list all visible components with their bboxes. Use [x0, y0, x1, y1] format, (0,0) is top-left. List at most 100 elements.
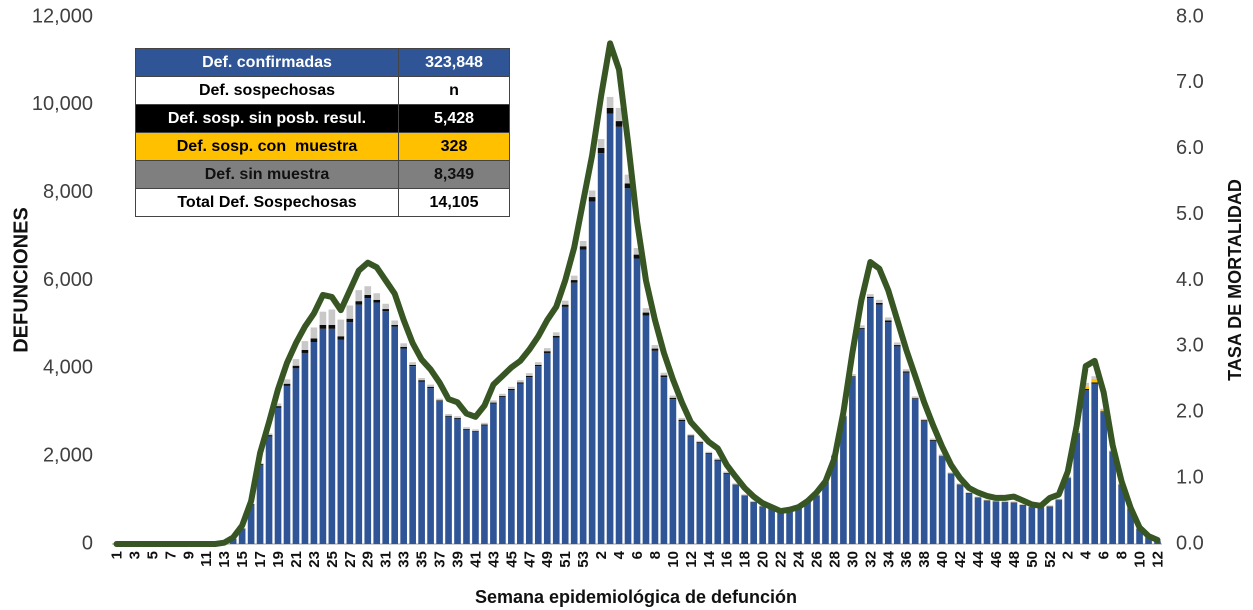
bar-segment [418, 377, 425, 381]
x-tick-label: 17 [252, 551, 269, 568]
bar-segment [1046, 506, 1054, 544]
bar-segment [633, 254, 641, 259]
x-tick-label: 47 [521, 551, 538, 568]
x-tick-label: 43 [485, 551, 502, 568]
bar-segment [660, 372, 668, 376]
bar-segment [418, 381, 425, 544]
x-tick-label: 16 [719, 551, 736, 568]
bar-segment [292, 368, 300, 544]
x-tick-label: 12 [683, 551, 700, 568]
bar-segment [382, 309, 390, 312]
bar-segment [1091, 378, 1099, 383]
x-tick-label: 25 [324, 551, 341, 568]
bar-segment [696, 440, 704, 443]
bar-segment [1145, 537, 1152, 544]
bar-segment [570, 282, 578, 544]
x-tick-label: 41 [467, 551, 484, 568]
bar-segment [418, 380, 425, 382]
bar-segment [867, 298, 874, 544]
x-tick-label: 18 [737, 551, 754, 568]
bar-segment [849, 374, 856, 377]
bar-segment [427, 388, 434, 544]
row-value: 323,848 [398, 48, 510, 77]
row-label: Def. sosp. sin posb. resul. [135, 104, 399, 133]
bar-segment [651, 350, 659, 544]
bar-segment [1046, 505, 1054, 507]
table-row: Def. sospechosas n [135, 76, 510, 105]
bar-segment [517, 380, 524, 383]
bar-segment [1010, 501, 1018, 503]
bar-segment [292, 359, 300, 366]
bar-segment [974, 496, 982, 498]
bar-segment [983, 499, 991, 501]
row-value: 5,428 [398, 104, 510, 133]
bar-segment [310, 327, 318, 339]
bar-segment [490, 403, 497, 544]
bar-segment [606, 96, 614, 108]
bar-segment [768, 508, 775, 544]
bar-segment [436, 400, 443, 402]
row-label: Def. confirmadas [135, 48, 399, 77]
bar-segment [543, 351, 551, 353]
bar-segment [265, 436, 273, 544]
bar-segment [911, 398, 919, 400]
bar-segment [633, 248, 641, 255]
bar-segment [561, 304, 569, 307]
bar-segment [1100, 410, 1107, 412]
bar-segment [929, 439, 937, 441]
bar-segment [875, 302, 883, 305]
x-axis-title: Semana epidemiológica de defunción [475, 587, 797, 607]
bar-segment [822, 482, 829, 544]
y2-tick-label: 5.0 [1176, 203, 1204, 225]
x-tick-label: 42 [952, 551, 969, 568]
x-tick-label: 23 [306, 551, 323, 568]
bar-segment [678, 421, 686, 544]
x-tick-label: 48 [1006, 551, 1023, 568]
bar-segment [651, 348, 659, 351]
bar-segment [849, 376, 856, 378]
bar-segment [552, 335, 560, 338]
bar-segment [651, 345, 659, 349]
x-tick-label: 8 [647, 551, 664, 559]
y2-tick-label: 1.0 [1176, 466, 1204, 488]
bar-segment [867, 296, 874, 299]
x-tick-label: 28 [826, 551, 843, 568]
bar-segment [525, 377, 533, 544]
bar-segment [328, 324, 336, 329]
bar-segment [831, 456, 838, 544]
summary-table-body: Def. confirmadas 323,848 Def. sospechosas n… [135, 48, 510, 217]
bar-segment [543, 352, 551, 544]
bar-segment [759, 506, 766, 544]
bar-segment [750, 502, 757, 544]
x-tick-label: 44 [970, 550, 987, 567]
bar-segment [884, 322, 892, 544]
bar-segment [445, 414, 452, 416]
bar-segment [400, 346, 407, 349]
bar-segment [337, 319, 345, 337]
bar-segment [858, 328, 865, 544]
x-tick-label: 2 [593, 551, 610, 559]
y-tick-label: 10,000 [32, 93, 93, 115]
bar-segment [472, 432, 479, 544]
bar-segment [588, 197, 596, 202]
x-tick-label: 6 [1096, 551, 1113, 559]
x-tick-label: 33 [396, 551, 413, 568]
bar-segment [696, 442, 704, 544]
bar-segment [391, 326, 399, 544]
bar-segment [849, 377, 856, 544]
bar-segment [1127, 508, 1134, 544]
y2-tick-label: 3.0 [1176, 335, 1204, 357]
bar-segment [355, 301, 363, 305]
bar-segment [929, 438, 937, 440]
bar-segment [606, 107, 614, 114]
bar-segment [884, 317, 892, 321]
x-tick-label: 32 [862, 551, 879, 568]
bar-segment [956, 484, 964, 544]
x-tick-label: 50 [1024, 551, 1041, 568]
x-tick-label: 51 [557, 551, 574, 568]
bar-segment [328, 328, 336, 544]
bar-segment [337, 339, 345, 544]
bar-segment [1082, 388, 1090, 391]
bar-segment [373, 293, 381, 300]
bar-segment [804, 502, 811, 544]
